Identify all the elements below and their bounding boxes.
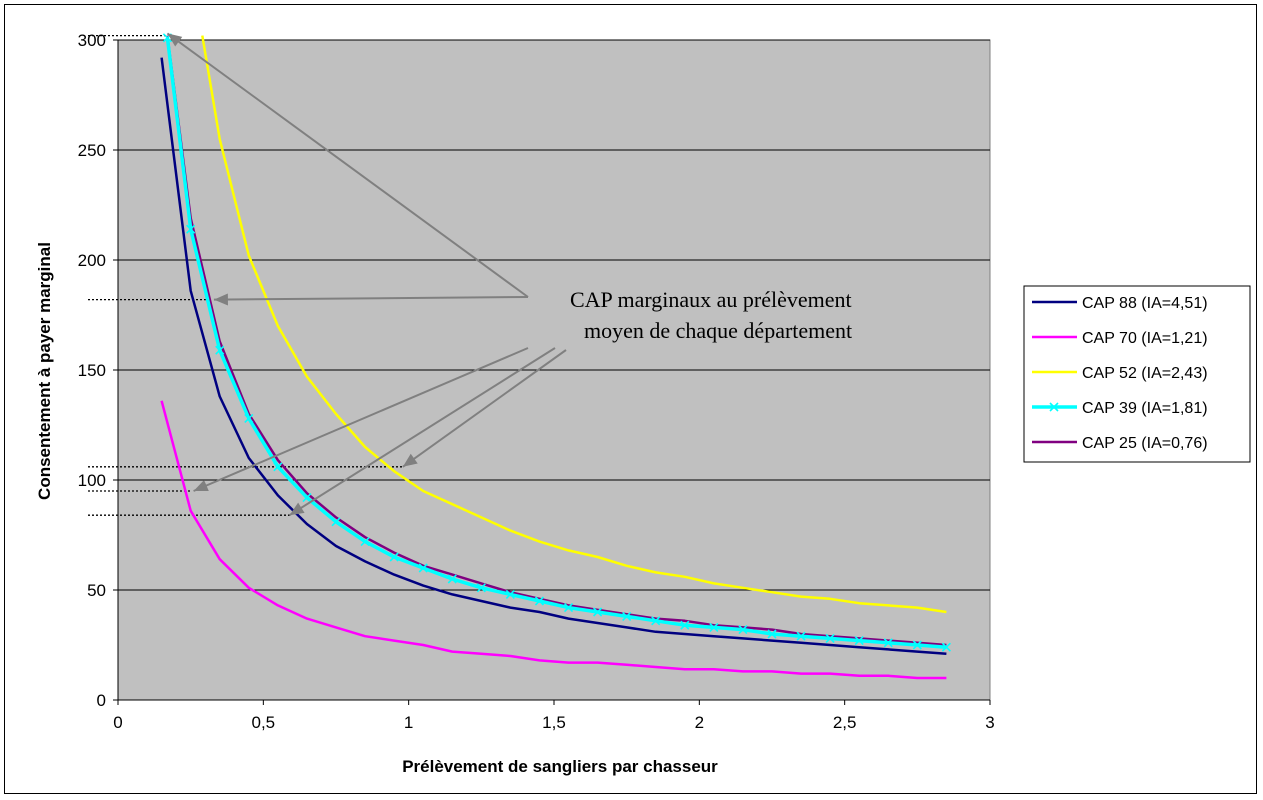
series-point-marker (505, 589, 515, 599)
series-point-marker (215, 345, 225, 355)
series-line (160, 57, 947, 656)
x-tick-label: 0,5 (252, 713, 276, 732)
x-tick-label: 3 (985, 713, 994, 732)
series-point-marker (331, 517, 341, 527)
annotation-arrow (288, 347, 556, 517)
annotation-arrow (402, 349, 567, 468)
series-point-marker (796, 631, 806, 641)
legend-label: CAP 88 (IA=4,51) (1082, 295, 1208, 312)
y-tick-label: 0 (97, 691, 106, 710)
series-point-marker (302, 493, 312, 503)
series-point-marker (854, 636, 864, 646)
series-point-marker (593, 607, 603, 617)
series-point-marker (563, 603, 574, 613)
legend: CAP 88 (IA=4,51) CAP 70 (IA=1,21) CAP 52 (… (1023, 285, 1251, 463)
series-line (160, 400, 947, 680)
annotation-arrowhead (402, 453, 418, 467)
x-tick-label: 0 (113, 713, 122, 732)
series-point-marker (244, 413, 254, 423)
legend-label: CAP 52 (IA=2,43) (1082, 365, 1208, 382)
y-tick-label: 250 (78, 141, 106, 160)
annotation-line-2: moyen de chaque département (584, 318, 852, 343)
annotation-arrow (213, 296, 529, 301)
series-point-marker (738, 625, 748, 635)
legend-label: CAP 70 (IA=1,21) (1082, 330, 1208, 347)
series-point-marker (186, 224, 196, 234)
series-point-marker (447, 574, 457, 584)
reference-lines (88, 34, 403, 516)
annotation-arrowhead (167, 33, 183, 47)
x-axis-title: Prélèvement de sangliers par chasseur (402, 757, 718, 776)
series-point-marker (622, 611, 632, 621)
annotation-line-1: CAP marginaux au prélèvement (570, 287, 852, 312)
series-point-marker (912, 640, 922, 650)
series-point-marker (476, 583, 486, 593)
series-point-marker (883, 638, 893, 648)
annotation-arrows (166, 32, 567, 517)
y-tick-label: 100 (78, 471, 106, 490)
series-point-marker (709, 622, 719, 632)
y-tick-label: 200 (78, 251, 106, 270)
legend-box (1023, 285, 1251, 463)
annotation-arrowhead (213, 293, 228, 306)
y-tick-label: 300 (78, 31, 106, 50)
series-point-marker (941, 642, 951, 652)
series-point-marker (651, 616, 661, 626)
series-point-marker (534, 596, 545, 606)
y-tick-label: 150 (78, 361, 106, 380)
legend-label: CAP 25 (IA=0,76) (1082, 435, 1208, 452)
annotation-arrow (166, 32, 529, 298)
series-point-marker (825, 633, 835, 643)
x-tick-label: 2 (695, 713, 704, 732)
series-line (201, 35, 947, 614)
annotation-arrowhead (289, 502, 305, 516)
y-axis-title: Consentement à payer marginal (35, 242, 54, 500)
series-point-marker (360, 537, 370, 547)
x-tick-label: 2,5 (833, 713, 857, 732)
series-point-marker (680, 620, 690, 630)
y-tick-label: 50 (87, 581, 106, 600)
series-point-marker (273, 462, 283, 472)
tick-labels: 0 50 100 150 200 250 300 0 0,5 1 1,5 2 2,5 3 (78, 31, 995, 732)
series-point-marker (767, 629, 777, 639)
series-point-marker (389, 552, 399, 562)
x-tick-label: 1,5 (542, 713, 566, 732)
gridlines (118, 39, 990, 591)
series-group (160, 33, 951, 680)
series-line (166, 35, 947, 647)
x-tick-label: 1 (404, 713, 413, 732)
series-point-marker (418, 563, 428, 573)
annotation-arrow (193, 347, 529, 492)
series-line (165, 37, 947, 649)
annotation-arrowhead (193, 479, 209, 492)
legend-label: CAP 39 (IA=1,81) (1082, 400, 1208, 417)
legend-marker (1049, 402, 1059, 412)
